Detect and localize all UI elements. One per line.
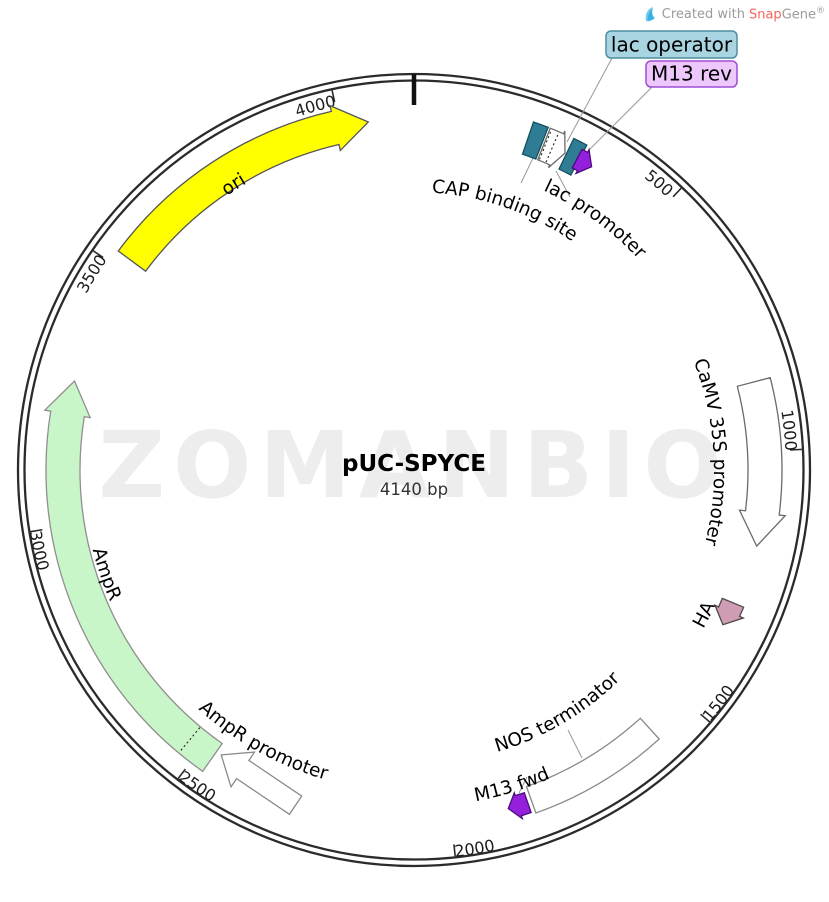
tick-1500 xyxy=(700,713,711,723)
ha-glyph[interactable] xyxy=(713,597,746,626)
plasmid-size: 4140 bp xyxy=(380,480,448,499)
lac-operator-leader xyxy=(566,57,613,143)
tick-1000 xyxy=(789,448,802,451)
tick-3500 xyxy=(92,250,104,259)
lac-promoter-boundary-1 xyxy=(545,132,560,163)
ampr-promoter-glyph[interactable] xyxy=(220,751,303,816)
m13-rev-glyph[interactable] xyxy=(571,147,593,175)
ampr-boundary-0 xyxy=(178,727,201,753)
nos-terminator-glyph[interactable] xyxy=(525,717,661,814)
lac-operator-glyph[interactable] xyxy=(558,137,588,176)
credit-registered: ® xyxy=(816,6,825,16)
ampr-glyph[interactable] xyxy=(43,379,224,773)
lac-promoter-leader xyxy=(555,170,571,198)
ori-glyph[interactable] xyxy=(117,104,370,273)
lac-operator-callout[interactable] xyxy=(605,30,738,59)
credit-brand-snap: Snap xyxy=(748,7,782,23)
watermark-text: ZOMANBIO xyxy=(98,412,730,520)
m13-rev-callout-label[interactable]: M13 rev xyxy=(651,62,732,86)
tick-2500 xyxy=(177,768,187,780)
m13-fwd-glyph[interactable] xyxy=(507,790,532,821)
ha-label[interactable]: HA xyxy=(689,598,720,631)
camv-35s-promoter-glyph[interactable] xyxy=(736,376,787,548)
credit-brand: SnapGene® xyxy=(749,6,825,22)
cap-binding-site-glyph[interactable] xyxy=(521,121,550,160)
m13-rev-leader xyxy=(588,86,653,151)
nos-terminator-label[interactable]: NOS terminator xyxy=(492,668,624,757)
cap-binding-site-leader xyxy=(520,157,534,184)
tick-500 xyxy=(672,187,682,198)
m13-fwd-leader xyxy=(518,776,528,794)
plasmid-title: pUC-SPYCE xyxy=(342,451,486,477)
credit-created-with: Created with xyxy=(661,6,745,22)
nos-terminator-leader xyxy=(567,729,583,759)
camv-35s-promoter-label[interactable]: CaMV 35S promoter xyxy=(689,356,730,548)
credit-brand-gene: Gene xyxy=(781,7,816,23)
tick-label-2000: 2000 xyxy=(453,836,496,861)
m13-rev-callout[interactable] xyxy=(645,60,738,88)
tick-2000 xyxy=(453,844,456,857)
tick-4000 xyxy=(331,90,336,103)
credit-line: Created with SnapGene® xyxy=(643,6,825,22)
snapgene-logo-icon xyxy=(645,7,655,22)
lac-operator-callout-label[interactable]: lac operator xyxy=(611,33,733,57)
tick-3000 xyxy=(30,528,43,533)
lac-promoter-glyph[interactable] xyxy=(536,127,566,169)
tick-label-500: 500 xyxy=(641,166,677,200)
lac-promoter-boundary-0 xyxy=(538,129,552,160)
